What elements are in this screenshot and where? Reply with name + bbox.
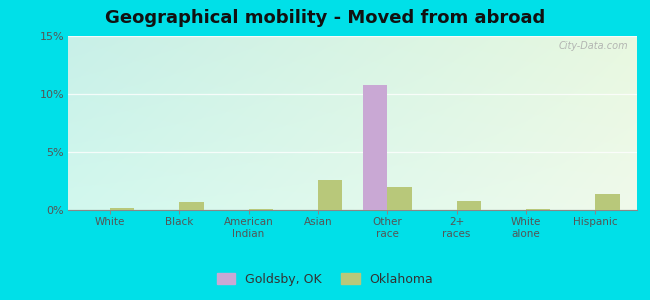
Bar <box>318 180 342 210</box>
Bar <box>457 201 481 210</box>
Text: City-Data.com: City-Data.com <box>559 41 629 51</box>
Bar <box>363 85 387 210</box>
Bar <box>110 208 134 210</box>
Legend: Goldsby, OK, Oklahoma: Goldsby, OK, Oklahoma <box>212 268 438 291</box>
Bar <box>387 187 411 210</box>
Bar <box>179 202 203 210</box>
Bar <box>248 209 273 210</box>
Bar <box>595 194 619 210</box>
Bar <box>526 209 551 210</box>
Text: Geographical mobility - Moved from abroad: Geographical mobility - Moved from abroa… <box>105 9 545 27</box>
